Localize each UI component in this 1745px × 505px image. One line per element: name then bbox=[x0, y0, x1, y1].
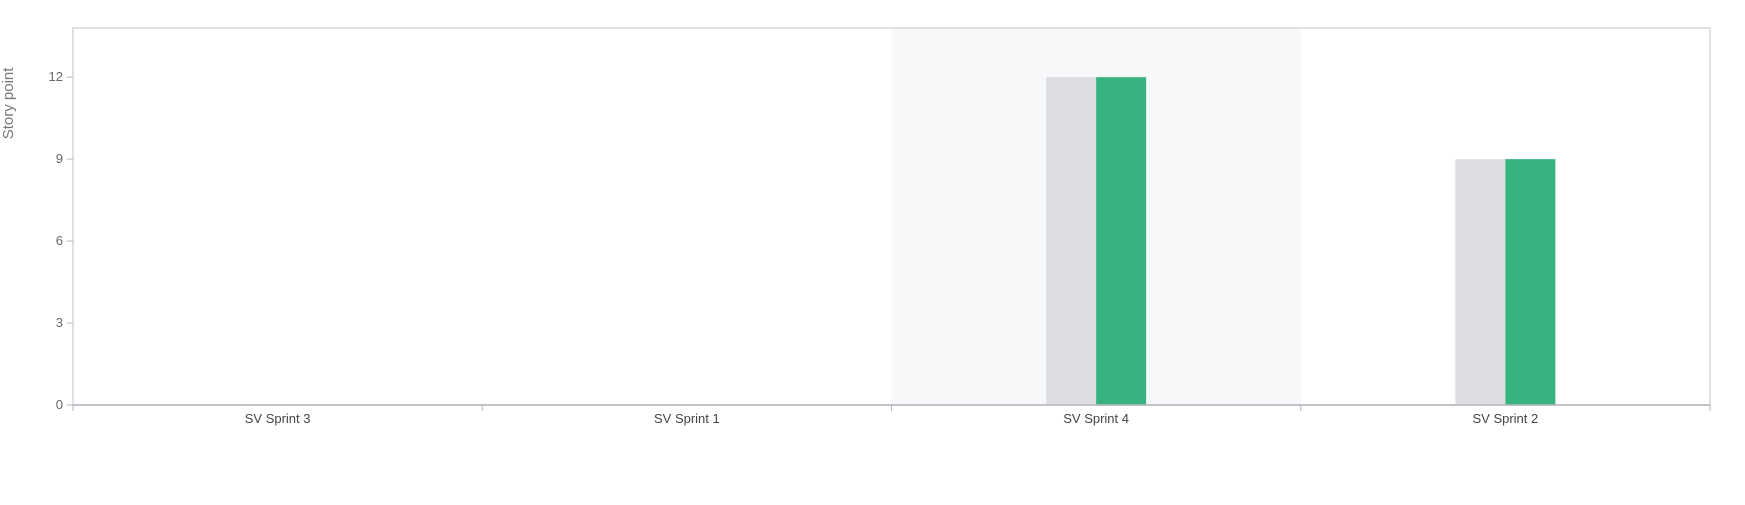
y-tick-label: 6 bbox=[56, 233, 63, 248]
bar-completed bbox=[1505, 159, 1556, 405]
x-category-label: SV Sprint 1 bbox=[654, 411, 720, 426]
bar-commitment bbox=[1455, 159, 1506, 405]
y-tick-label: 0 bbox=[56, 397, 63, 412]
bars-layer bbox=[1046, 77, 1556, 405]
x-axis-ticks: SV Sprint 3 SV Sprint 1 SV Sprint 4 SV Spri… bbox=[72, 405, 1711, 426]
y-tick-label: 9 bbox=[56, 151, 63, 166]
x-category-label: SV Sprint 4 bbox=[1063, 411, 1129, 426]
y-tick-label: 3 bbox=[56, 315, 63, 330]
y-tick-label: 12 bbox=[49, 69, 63, 84]
bar-commitment bbox=[1046, 77, 1097, 405]
x-category-label: SV Sprint 2 bbox=[1472, 411, 1538, 426]
bar-completed bbox=[1096, 77, 1147, 405]
y-axis-ticks: 0 3 6 9 12 bbox=[49, 69, 73, 412]
x-category-label: SV Sprint 3 bbox=[245, 411, 311, 426]
y-axis-title: Story point bbox=[0, 67, 17, 140]
